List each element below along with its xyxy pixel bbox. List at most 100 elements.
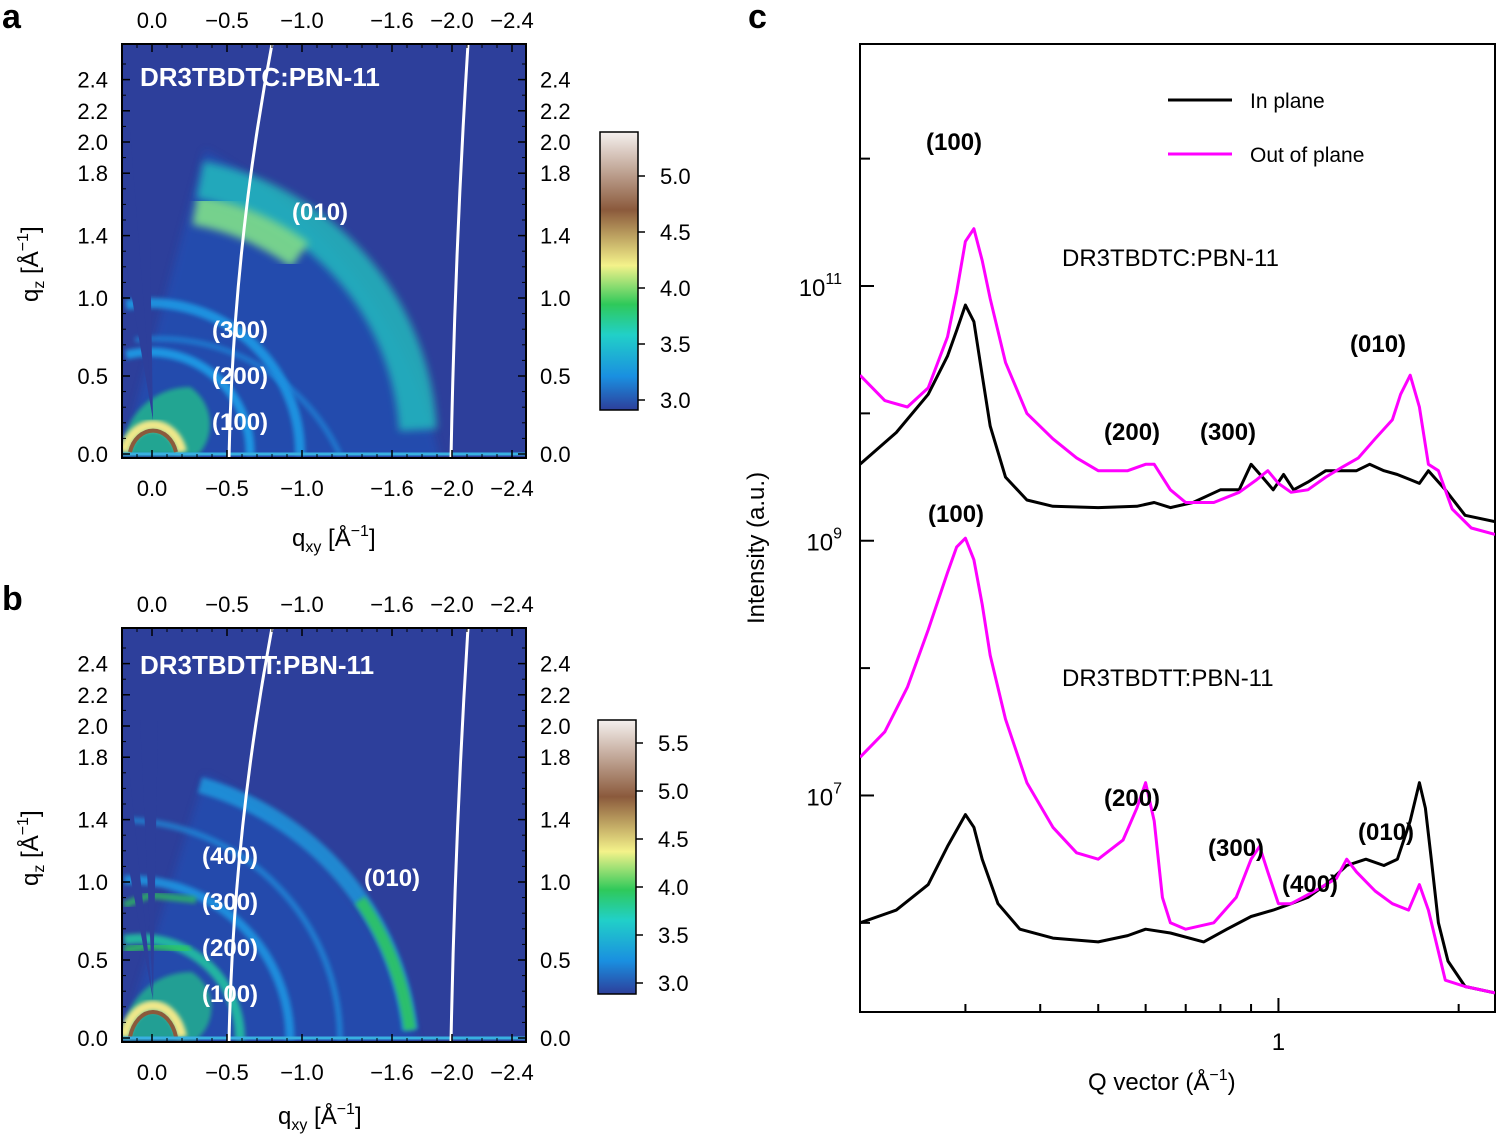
panel-a-ytick-label-right: 2.4 [540, 68, 571, 93]
panel-b-xtick-label-top: −1.0 [280, 592, 323, 617]
panel-a-peak-200: (200) [212, 363, 268, 390]
panel-a-ytick-label-right: 1.4 [540, 224, 571, 249]
panel-b-ring-300 [123, 875, 295, 1041]
panel-b-letter: b [2, 580, 23, 618]
panel-a-xtick-label-top: −2.4 [490, 8, 533, 33]
panel-a-ytick-label: 1.4 [77, 224, 108, 249]
panel-a-cb-tick-label: 5.0 [660, 164, 691, 189]
panel-b-cb-tick-label: 5.5 [658, 731, 689, 756]
panel-b-white-curve-1 [227, 628, 274, 1042]
panel-b-peak-300: (300) [202, 889, 258, 916]
panel-b-ytick-label-right: 1.4 [540, 808, 571, 833]
panel-a-ytick-label-right: 0.5 [540, 364, 571, 389]
panel-b-wedge-inner [140, 720, 158, 1000]
panel-a-xtick-label: −2.0 [430, 476, 473, 501]
panel-b-ytick-label: 2.4 [77, 652, 108, 677]
panel-b-xlabel: qxy [Å−1] [278, 1101, 362, 1134]
panel-b-white-curve-2 [449, 628, 470, 1042]
panel-b-ytick-label-right: 0.0 [540, 1026, 571, 1051]
panel-b-ring-200 [123, 933, 246, 1041]
panel-c-ytick-label: 1011 [799, 271, 842, 302]
panel-b-ytick-label: 1.8 [77, 745, 108, 770]
panel-a-ytick-label: 2.2 [77, 99, 108, 124]
panel-a-peak-100: (100) [212, 409, 268, 436]
panel-a-letter: a [2, 0, 22, 36]
panel-a-cb-tick-label: 3.5 [660, 332, 691, 357]
panel-c-frame [859, 43, 1496, 1013]
panel-a-ring-300 [125, 298, 306, 456]
panel-c-peak-top-200: (200) [1104, 419, 1160, 446]
panel-b-ytick-label-right: 1.8 [540, 745, 571, 770]
series-line-out-of-plane-top [860, 227, 1495, 536]
panel-b-xtick-label-top: 0.0 [137, 592, 168, 617]
panel-c-peak-bottom-100: (100) [928, 501, 984, 528]
panel-a-ytick-label: 1.0 [77, 286, 108, 311]
panel-c-peak-bottom-200: (200) [1104, 785, 1160, 812]
panel-a-ticks: 0.0 0.0 −0.5 −0.5 −1.0 −1.0 −1.6 −1.6 −2.0 −2.0 −2… [77, 8, 570, 501]
panel-c-xtick-label: 1 [1272, 1029, 1285, 1056]
panel-b-ytick-label-right: 2.2 [540, 683, 571, 708]
panel-a-xtick-label-top: −2.0 [430, 8, 473, 33]
panel-b-xtick-label: −2.0 [430, 1060, 473, 1085]
panel-a-peak-010: (010) [292, 199, 348, 226]
panel-b-ring-010-peak [355, 896, 416, 1031]
panel-c-ticks: 1011 109 107 1 [799, 157, 1460, 1056]
panel-a-ytick-label-right: 2.0 [540, 130, 571, 155]
panel-b-ring-200-peak [123, 941, 191, 954]
panel-a-white-curve-2 [449, 44, 470, 458]
series-line-in-plane-top [860, 303, 1495, 524]
panel-c-peak-bottom-300: (300) [1208, 835, 1264, 862]
panel-b-peak-400: (400) [202, 843, 258, 870]
panel-a-xtick-label: −0.5 [205, 476, 248, 501]
panel-b-xtick-label: −1.6 [370, 1060, 413, 1085]
panel-a-ring-100-halo [122, 387, 210, 455]
panel-c-sample-bottom: DR3TBDTT:PBN-11 [1062, 665, 1274, 692]
panel-c-sample-top: DR3TBDTC:PBN-11 [1062, 245, 1279, 272]
panel-b-xtick-label-top: −0.5 [205, 592, 248, 617]
panel-b-xtick-label-top: −2.0 [430, 592, 473, 617]
panel-a-ytick-label: 1.8 [77, 161, 108, 186]
panel-c-peak-top-100: (100) [926, 129, 982, 156]
panel-a-cb-tick-label: 3.0 [660, 388, 691, 413]
panel-b-xtick-label: −0.5 [205, 1060, 248, 1085]
panel-a-sample-label: DR3TBDTC:PBN-11 [140, 62, 380, 92]
panel-c-peak-bottom-010: (010) [1358, 819, 1414, 846]
panel-b-peak-200: (200) [202, 935, 258, 962]
panel-b-cb-tick-label: 3.0 [658, 971, 689, 996]
panel-a-map [122, 44, 526, 458]
panel-b-colorbar-ticks: 5.5 5.0 4.5 4.0 3.5 3.0 [636, 731, 689, 996]
panel-b-ytick-label-right: 2.4 [540, 652, 571, 677]
panel-a-xtick-label-top: −0.5 [205, 8, 248, 33]
panel-c-peak-bottom-400: (400) [1282, 871, 1338, 898]
panel-a-cb-tick-label: 4.0 [660, 276, 691, 301]
panel-c-peak-top-010: (010) [1350, 331, 1406, 358]
panel-a-ytick-label: 0.0 [77, 442, 108, 467]
panel-a-ytick-label-right: 1.8 [540, 161, 571, 186]
panel-b-ytick-label-right: 0.5 [540, 948, 571, 973]
panel-a-xtick-label: −1.0 [280, 476, 323, 501]
panel-b-cb-tick-label: 4.5 [658, 827, 689, 852]
panel-b-ytick-label-right: 2.0 [540, 714, 571, 739]
panel-b-ytick-label: 0.0 [77, 1026, 108, 1051]
panel-c: c 1011 109 107 1 DR3TBDTC:PBN-11 DR3TBDTT:P… [743, 0, 1496, 1096]
panel-b-ytick-label: 1.0 [77, 870, 108, 895]
panel-b-cb-tick-label: 5.0 [658, 779, 689, 804]
panel-a-ytick-label: 2.0 [77, 130, 108, 155]
panel-b-ytick-label: 0.5 [77, 948, 108, 973]
panel-a-ring-100-core [128, 428, 178, 453]
panel-b-ring-400 [124, 817, 343, 1041]
panel-b-ytick-label: 2.2 [77, 683, 108, 708]
panel-b-peak-010: (010) [364, 865, 420, 892]
panel-a-peak-300: (300) [212, 317, 268, 344]
panel-a-xtick-label: 0.0 [137, 476, 168, 501]
panel-c-peak-top-300: (300) [1200, 419, 1256, 446]
series-line-out-of-plane-bottom [860, 536, 1495, 995]
panel-a-colorbar-ticks: 5.0 4.5 4.0 3.5 3.0 [638, 164, 691, 413]
panel-a-ytick-label-right: 2.2 [540, 99, 571, 124]
panel-b-ring-100-core [128, 1010, 178, 1038]
panel-b-ticks: 0.0 0.0 −0.5 −0.5 −1.0 −1.0 −1.6 −1.6 −2.0 −2.0 −2… [77, 592, 570, 1085]
panel-a-xtick-label: −1.6 [370, 476, 413, 501]
panel-a-colorbar [599, 131, 639, 411]
panel-b-ytick-label-right: 1.0 [540, 870, 571, 895]
